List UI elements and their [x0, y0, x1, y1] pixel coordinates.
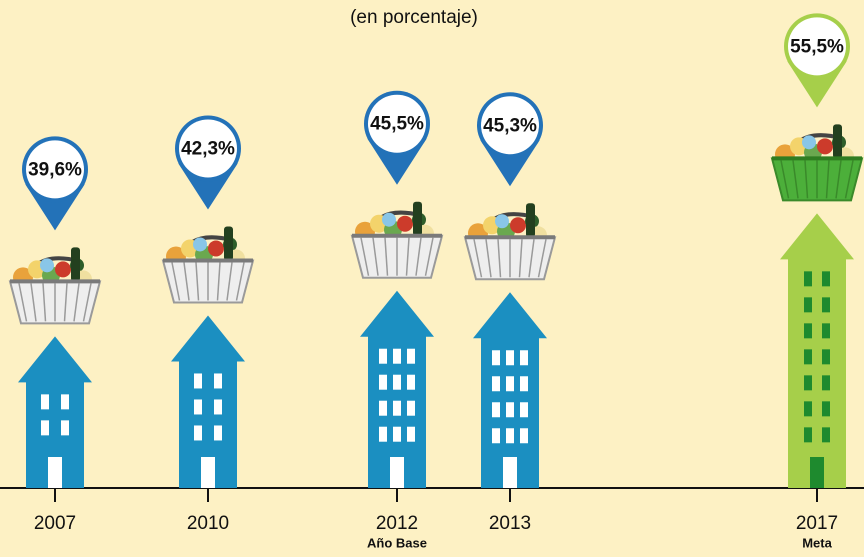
x-tick-label: 2007	[34, 513, 76, 534]
door	[48, 457, 62, 488]
window	[214, 373, 222, 388]
bottle	[71, 247, 80, 281]
category-note: Meta	[802, 535, 832, 550]
window	[804, 427, 812, 442]
window	[379, 375, 387, 390]
window	[822, 375, 830, 390]
window	[822, 271, 830, 286]
basket-item	[397, 216, 413, 232]
window	[379, 349, 387, 364]
basket-item	[817, 138, 833, 154]
page: (en porcentaje) 2007 39,6% 2010 42,3% 2012Añ…	[0, 0, 864, 557]
window	[804, 349, 812, 364]
basket-item	[495, 214, 509, 228]
basket-item	[382, 213, 396, 227]
window	[214, 399, 222, 414]
window	[393, 375, 401, 390]
window	[379, 401, 387, 416]
window	[506, 350, 514, 365]
window	[194, 373, 202, 388]
window	[804, 271, 812, 286]
window	[194, 425, 202, 440]
window	[379, 427, 387, 442]
x-tick-label: 2010	[187, 513, 229, 534]
x-tick-label: 2012	[376, 513, 418, 534]
basket-item	[55, 261, 71, 277]
window	[407, 401, 415, 416]
window	[822, 401, 830, 416]
window	[214, 425, 222, 440]
window	[407, 349, 415, 364]
window	[804, 323, 812, 338]
bottle	[413, 202, 422, 236]
chart: (en porcentaje) 2007 39,6% 2010 42,3% 2012Añ…	[0, 0, 864, 557]
window	[520, 376, 528, 391]
basket-item	[208, 240, 224, 256]
bottle	[833, 124, 842, 158]
window	[41, 420, 49, 435]
window	[492, 376, 500, 391]
window	[407, 427, 415, 442]
value-label: 42,3%	[181, 138, 235, 159]
window	[506, 376, 514, 391]
window	[822, 427, 830, 442]
window	[41, 394, 49, 409]
window	[393, 427, 401, 442]
window	[393, 401, 401, 416]
door	[390, 457, 404, 488]
category-note: Año Base	[367, 535, 427, 550]
window	[61, 394, 69, 409]
door	[810, 457, 824, 488]
window	[804, 375, 812, 390]
basket-item	[40, 258, 54, 272]
window	[822, 323, 830, 338]
value-label: 45,5%	[370, 114, 424, 135]
window	[822, 297, 830, 312]
window	[506, 402, 514, 417]
x-tick-label: 2013	[489, 513, 531, 534]
bottle	[526, 203, 535, 237]
value-label: 55,5%	[790, 36, 844, 57]
window	[407, 375, 415, 390]
door	[201, 457, 215, 488]
basket-item	[510, 217, 526, 233]
basket-item	[193, 237, 207, 251]
x-tick-label: 2017	[796, 513, 838, 534]
window	[822, 349, 830, 364]
value-label: 39,6%	[28, 159, 82, 180]
building-arrow	[780, 213, 854, 488]
window	[804, 297, 812, 312]
window	[520, 428, 528, 443]
window	[492, 402, 500, 417]
window	[194, 399, 202, 414]
window	[506, 428, 514, 443]
window	[804, 401, 812, 416]
window	[492, 428, 500, 443]
value-label: 45,3%	[483, 115, 537, 136]
window	[520, 402, 528, 417]
bottle	[224, 226, 233, 260]
background	[0, 0, 864, 557]
window	[393, 349, 401, 364]
basket-item	[802, 135, 816, 149]
chart-subtitle: (en porcentaje)	[350, 7, 478, 28]
window	[492, 350, 500, 365]
door	[503, 457, 517, 488]
window	[520, 350, 528, 365]
window	[61, 420, 69, 435]
